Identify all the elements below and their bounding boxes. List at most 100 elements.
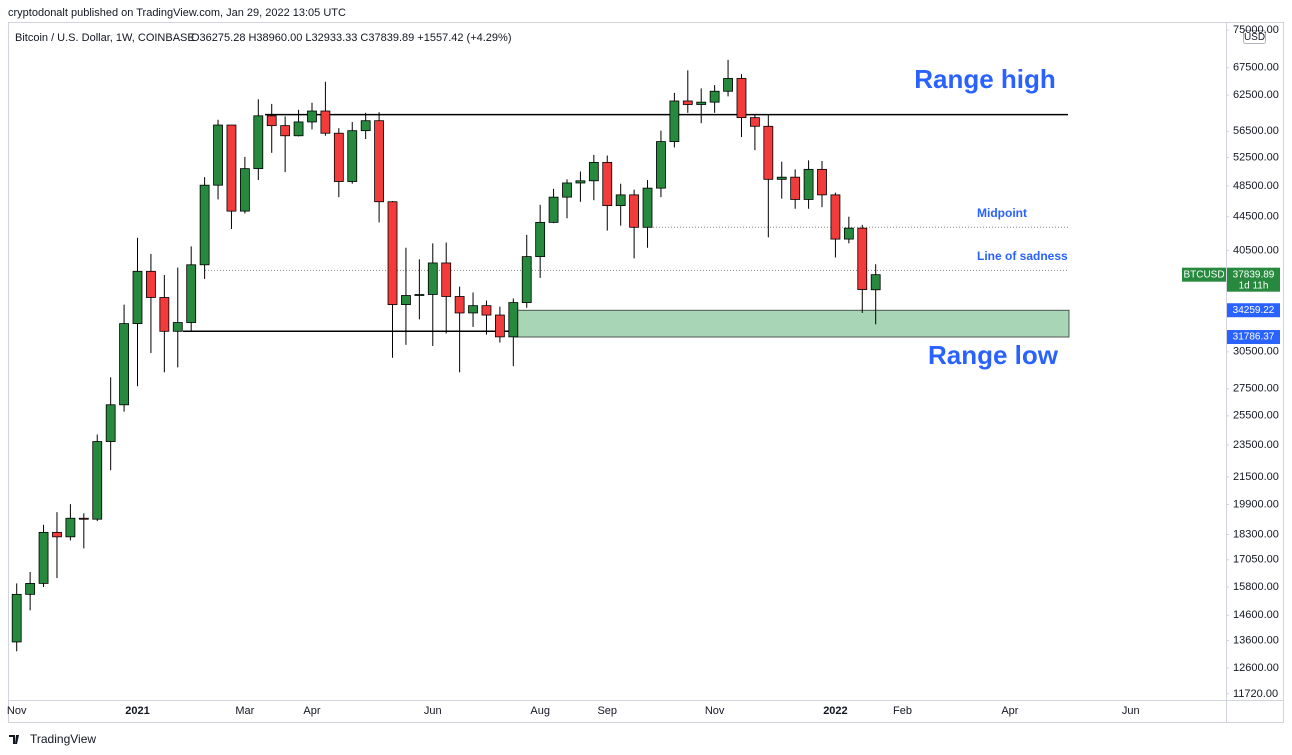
candle-body [656, 141, 666, 189]
last-price-box [1227, 267, 1280, 292]
candle-body [843, 227, 854, 240]
x-tick-label: Nov [705, 705, 725, 717]
y-tick-label: 21500.00 [1233, 471, 1279, 483]
y-tick-label: 56500.00 [1233, 125, 1279, 137]
candle-body [374, 120, 384, 203]
y-tick-label: 17050.00 [1233, 554, 1279, 566]
candle-body [830, 194, 841, 240]
candle-body [629, 194, 640, 228]
last-price-label: 37839.89 [1233, 269, 1275, 280]
candle-body [468, 305, 478, 314]
candle-body [736, 78, 747, 119]
symbol-title: Bitcoin / U.S. Dollar, 1W, COINBASE [15, 32, 195, 44]
candle-body [146, 270, 156, 298]
currency-badge [1243, 30, 1266, 44]
candle-body [790, 176, 801, 200]
annotation-label: Range high [914, 64, 1056, 94]
zone-bottom-tag-box [1227, 330, 1280, 345]
candle-body [11, 593, 22, 643]
symbol-tag-box [1182, 267, 1226, 282]
candle-body [441, 262, 452, 297]
candle-body [521, 256, 532, 303]
candle-body [25, 583, 36, 595]
logo-icon [9, 735, 19, 744]
candle-body [280, 125, 291, 137]
ohlc-legend: O36275.28 H38960.00 L32933.33 C37839.89 … [191, 32, 512, 44]
candle-body [642, 187, 653, 228]
candle-body [602, 161, 613, 207]
y-tick-label: 67500.00 [1233, 62, 1279, 74]
candle-body [226, 124, 237, 212]
y-tick-label: 44500.00 [1233, 211, 1279, 223]
x-tick-label: Jun [1122, 705, 1140, 717]
candle-body [253, 115, 264, 170]
x-tick-label: 2022 [823, 705, 847, 717]
y-tick-label: 25500.00 [1233, 410, 1279, 422]
candle-body [78, 517, 89, 520]
y-tick-label: 27500.00 [1233, 383, 1279, 395]
candle-body [347, 130, 358, 182]
y-tick-label: 75000.00 [1233, 24, 1279, 36]
candle-body [723, 78, 733, 92]
candle-body [307, 110, 317, 123]
y-tick-label: 62500.00 [1233, 89, 1279, 101]
y-tick-label: 30500.00 [1233, 346, 1279, 358]
candle-body [414, 294, 425, 296]
y-tick-label: 52500.00 [1233, 151, 1279, 163]
annotation-label: Midpoint [977, 206, 1027, 220]
candle-body [696, 101, 707, 105]
x-tick-label: Sep [597, 705, 617, 717]
candle-body [38, 531, 49, 584]
candle-body [548, 196, 559, 223]
published-note: cryptodonalt published on TradingView.co… [8, 7, 346, 19]
range-zone [514, 309, 1070, 338]
candle-body [562, 182, 572, 198]
annotation-label: Range low [928, 340, 1059, 370]
candle-body [360, 120, 371, 132]
candle-body [132, 270, 143, 325]
y-tick-label: 19900.00 [1233, 498, 1279, 510]
candle-body [575, 180, 586, 184]
candle-body [92, 441, 103, 520]
candle-body [481, 305, 492, 316]
x-tick-label: Mar [235, 705, 254, 717]
y-tick-label: 11720.00 [1233, 688, 1278, 700]
candle-body [494, 314, 505, 338]
candle-body [682, 100, 693, 105]
x-tick-label: Jun [424, 705, 442, 717]
candle-body [870, 274, 881, 291]
candle-body [266, 115, 277, 127]
logo-text: TradingView [30, 732, 96, 746]
candle-body [105, 404, 116, 442]
x-tick-label: Feb [893, 705, 912, 717]
candle-body [817, 168, 827, 196]
candle-body [52, 531, 62, 538]
candle-body [65, 517, 76, 538]
y-tick-label: 18300.00 [1233, 528, 1279, 540]
tradingview-logo: TradingView [9, 732, 96, 746]
candle-body [508, 302, 519, 338]
zone-top-tag-label: 34259.22 [1233, 305, 1275, 316]
candle-body [750, 117, 760, 127]
candle-body [401, 295, 411, 306]
zone-bottom-tag-label: 31786.37 [1233, 332, 1275, 343]
candle-body [159, 297, 170, 332]
candle-body [669, 100, 680, 142]
x-tick-label: Aug [530, 705, 550, 717]
candle-body [186, 264, 197, 323]
candle-body [293, 121, 304, 137]
y-tick-label: 14600.00 [1233, 609, 1279, 621]
candle-body [119, 323, 129, 406]
candle-body [454, 296, 465, 314]
y-tick-label: 15800.00 [1233, 581, 1279, 593]
symbol-tag-label: BTCUSD [1183, 269, 1224, 280]
y-tick-label: 48500.00 [1233, 180, 1279, 192]
candle-body [320, 110, 331, 134]
x-tick-label: Apr [1001, 705, 1018, 717]
candle-body [776, 176, 787, 180]
zone-top-tag-box [1227, 303, 1280, 318]
x-tick-label: 2021 [125, 705, 149, 717]
candle-body [535, 221, 546, 258]
candle-body [803, 168, 814, 200]
